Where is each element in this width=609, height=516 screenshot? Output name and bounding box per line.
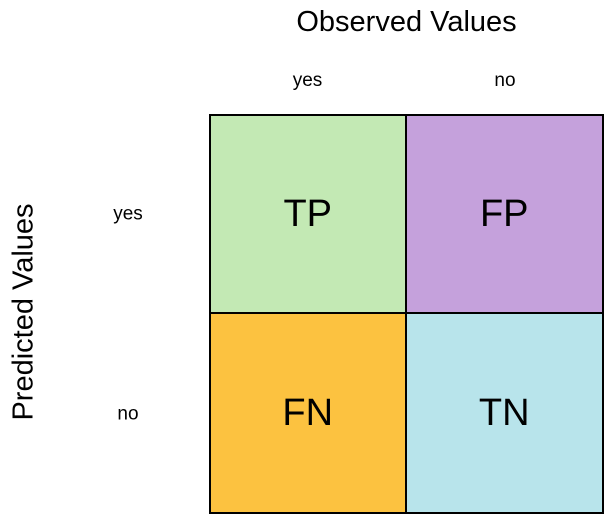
cell-false-positive: FP bbox=[406, 116, 602, 314]
cell-label-tp: TP bbox=[283, 193, 333, 235]
column-label-no: no bbox=[494, 70, 516, 91]
cell-label-fn: FN bbox=[282, 392, 334, 434]
confusion-matrix-grid: TP FP FN TN bbox=[209, 114, 604, 514]
row-label-yes: yes bbox=[113, 203, 143, 225]
x-axis-title: Observed Values bbox=[296, 6, 517, 38]
row-label-no: no bbox=[117, 403, 139, 425]
cell-label-tn: TN bbox=[478, 392, 530, 434]
y-axis-title: Predicted Values bbox=[7, 203, 40, 421]
cell-label-fp: FP bbox=[479, 193, 529, 235]
cell-false-negative: FN bbox=[211, 314, 407, 512]
column-label-yes: yes bbox=[292, 70, 323, 91]
cell-true-positive: TP bbox=[211, 116, 407, 314]
cell-true-negative: TN bbox=[406, 314, 602, 512]
